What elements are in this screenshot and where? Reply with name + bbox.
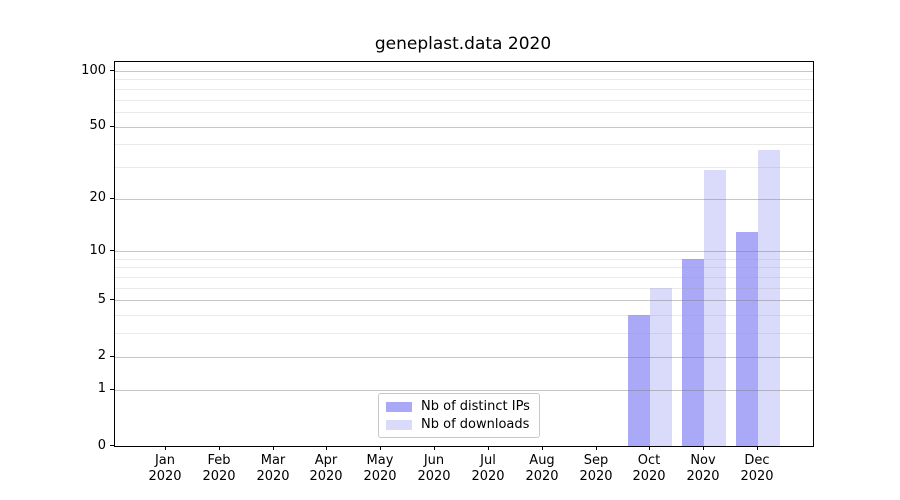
y-tick-mark-100 [110, 70, 114, 71]
x-tick-label-sep: Sep 2020 [579, 453, 613, 484]
chart-title: geneplast.data 2020 [374, 34, 552, 54]
x-tick-mark-oct [649, 446, 650, 450]
x-tick-mark-jun [434, 446, 435, 450]
y-tick-label-100: 100 [81, 63, 106, 78]
x-tick-mark-may [380, 446, 381, 450]
x-tick-mark-aug [542, 446, 543, 450]
bars-layer [115, 62, 813, 446]
bar-distinct-ips-dec [736, 231, 758, 446]
x-tick-label-dec: Dec 2020 [740, 453, 774, 484]
x-tick-label-jul: Jul 2020 [471, 453, 505, 484]
y-tick-label-20: 20 [89, 190, 106, 205]
y-tick-mark-50 [110, 126, 114, 127]
x-tick-mark-feb [219, 446, 220, 450]
legend-row-distinct-ips: Nb of distinct IPs [386, 399, 530, 414]
bar-downloads-oct [650, 287, 673, 446]
legend-swatch-distinct-ips [386, 401, 412, 412]
bar-distinct-ips-oct [628, 315, 651, 446]
x-tick-mark-mar [273, 446, 274, 450]
y-tick-label-10: 10 [89, 243, 106, 258]
legend-row-downloads: Nb of downloads [386, 417, 530, 432]
x-tick-label-mar: Mar 2020 [256, 453, 290, 484]
x-tick-label-oct: Oct 2020 [632, 453, 666, 484]
y-tick-mark-1 [110, 389, 114, 390]
legend-label-distinct-ips: Nb of distinct IPs [421, 399, 530, 414]
x-tick-mark-dec [757, 446, 758, 450]
x-tick-label-nov: Nov 2020 [686, 453, 720, 484]
x-tick-label-feb: Feb 2020 [202, 453, 236, 484]
y-tick-mark-0 [110, 445, 114, 446]
x-tick-mark-jan [165, 446, 166, 450]
x-tick-mark-apr [326, 446, 327, 450]
bar-downloads-dec [758, 150, 780, 446]
bar-downloads-nov [704, 169, 727, 446]
bar-distinct-ips-nov [682, 258, 705, 446]
y-tick-label-5: 5 [97, 292, 106, 307]
x-tick-mark-jul [488, 446, 489, 450]
plot-area [114, 61, 814, 447]
legend: Nb of distinct IPs Nb of downloads [378, 393, 540, 438]
y-tick-mark-10 [110, 250, 114, 251]
y-tick-label-0: 0 [97, 438, 106, 453]
x-tick-label-aug: Aug 2020 [525, 453, 559, 484]
x-tick-mark-nov [703, 446, 704, 450]
x-tick-mark-sep [596, 446, 597, 450]
legend-swatch-downloads [386, 419, 412, 430]
y-tick-label-1: 1 [97, 381, 106, 396]
y-tick-mark-2 [110, 356, 114, 357]
y-tick-mark-5 [110, 299, 114, 300]
x-tick-label-may: May 2020 [363, 453, 397, 484]
y-tick-label-50: 50 [89, 118, 106, 133]
x-tick-label-jun: Jun 2020 [417, 453, 451, 484]
x-tick-label-jan: Jan 2020 [148, 453, 182, 484]
legend-label-downloads: Nb of downloads [421, 417, 530, 432]
y-tick-label-2: 2 [97, 348, 106, 363]
y-tick-mark-20 [110, 198, 114, 199]
x-tick-label-apr: Apr 2020 [309, 453, 343, 484]
